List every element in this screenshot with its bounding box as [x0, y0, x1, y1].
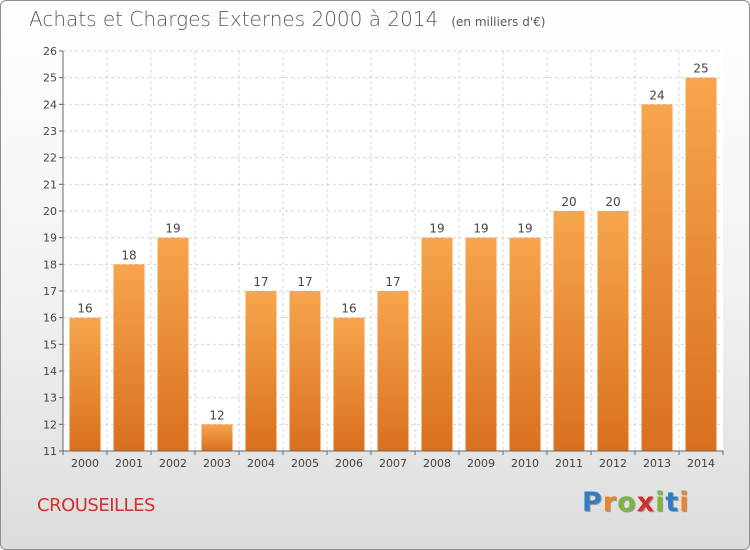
- bar-2010: [509, 237, 541, 451]
- x-tick-label: 2002: [159, 457, 187, 470]
- y-tick-label: 15: [43, 338, 57, 351]
- logo-letter: i: [679, 487, 690, 518]
- logo-letter: o: [617, 487, 637, 518]
- bar-2014: [685, 77, 717, 452]
- y-tick-label: 17: [43, 285, 57, 298]
- chart-title-block: Achats et Charges Externes 2000 à 2014 (…: [29, 7, 545, 31]
- data-label: 19: [473, 222, 488, 236]
- proxiti-logo: Proxiti: [582, 487, 690, 518]
- bar-2006: [333, 317, 365, 451]
- bar-2001: [113, 264, 145, 451]
- y-tick-label: 14: [43, 365, 57, 378]
- logo-letter: x: [636, 487, 656, 518]
- y-tick-label: 13: [43, 392, 57, 405]
- data-label: 18: [121, 248, 136, 262]
- y-tick-label: 24: [43, 98, 57, 111]
- bar-2013: [641, 104, 673, 451]
- y-tick-label: 22: [43, 152, 57, 165]
- y-tick-label: 18: [43, 258, 57, 271]
- x-tick-label: 2001: [115, 457, 143, 470]
- logo-letter: t: [665, 487, 680, 518]
- y-tick-label: 16: [43, 312, 57, 325]
- bar-2007: [377, 291, 409, 451]
- bar-2000: [69, 317, 101, 451]
- data-label: 25: [693, 62, 708, 76]
- data-label: 20: [605, 195, 620, 209]
- data-label: 16: [341, 302, 356, 316]
- x-tick-label: 2010: [511, 457, 539, 470]
- data-label: 12: [209, 408, 224, 422]
- bar-2004: [245, 291, 277, 451]
- y-tick-label: 21: [43, 178, 57, 191]
- x-tick-label: 2009: [467, 457, 495, 470]
- x-tick-label: 2007: [379, 457, 407, 470]
- x-tick-label: 2012: [599, 457, 627, 470]
- data-label: 17: [253, 275, 268, 289]
- x-tick-label: 2004: [247, 457, 275, 470]
- data-label: 19: [517, 222, 532, 236]
- data-label: 19: [429, 222, 444, 236]
- data-label: 17: [385, 275, 400, 289]
- y-tick-label: 20: [43, 205, 57, 218]
- commune-name: CROUSEILLES: [37, 495, 155, 516]
- x-tick-label: 2006: [335, 457, 363, 470]
- x-tick-label: 2014: [687, 457, 715, 470]
- bar-2011: [553, 211, 585, 451]
- logo-letter: i: [655, 487, 666, 518]
- data-label: 19: [165, 222, 180, 236]
- chart-unit: (en milliers d'€): [451, 15, 546, 29]
- y-tick-label: 25: [43, 72, 57, 85]
- x-tick-label: 2008: [423, 457, 451, 470]
- bar-2012: [597, 211, 629, 451]
- data-label: 20: [561, 195, 576, 209]
- x-tick-label: 2003: [203, 457, 231, 470]
- bar-2003: [201, 424, 233, 451]
- bar-2002: [157, 237, 189, 451]
- logo-letter: r: [602, 487, 618, 518]
- y-tick-label: 23: [43, 125, 57, 138]
- logo-letter: P: [582, 487, 603, 518]
- data-label: 16: [77, 302, 92, 316]
- data-label: 17: [297, 275, 312, 289]
- x-tick-label: 2000: [71, 457, 99, 470]
- x-tick-label: 2013: [643, 457, 671, 470]
- y-tick-label: 26: [43, 45, 57, 58]
- bar-2005: [289, 291, 321, 451]
- bar-2008: [421, 237, 453, 451]
- y-tick-label: 12: [43, 418, 57, 431]
- chart-title: Achats et Charges Externes 2000 à 2014: [29, 7, 439, 31]
- bar-2009: [465, 237, 497, 451]
- x-tick-label: 2005: [291, 457, 319, 470]
- data-label: 24: [649, 88, 664, 102]
- y-tick-label: 11: [43, 445, 57, 458]
- y-tick-label: 19: [43, 232, 57, 245]
- x-tick-label: 2011: [555, 457, 583, 470]
